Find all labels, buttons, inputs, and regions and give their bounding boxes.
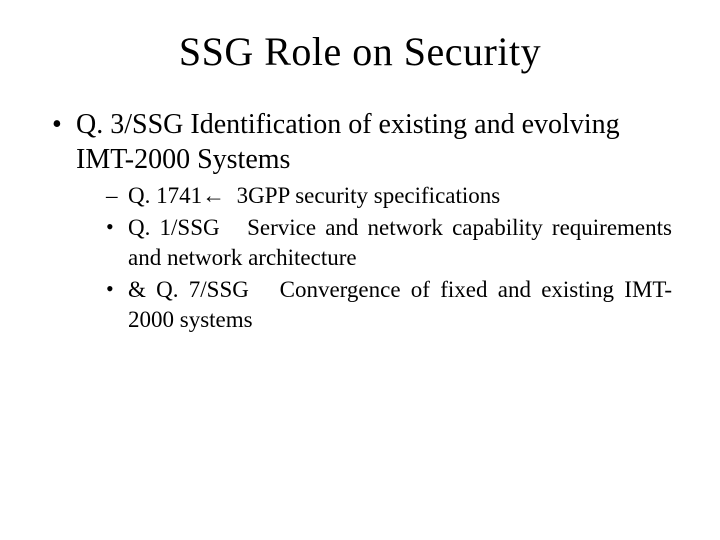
sub-bullet-3: & Q. 7/SSG Convergence of fixed and exis… bbox=[104, 275, 672, 335]
sub-bullet-2: Q. 1/SSG Service and network capability … bbox=[104, 213, 672, 273]
slide: SSG Role on Security Q. 3/SSG Identifica… bbox=[0, 0, 720, 540]
sub-bullet-3-text: & Q. 7/SSG Convergence of fixed and exis… bbox=[128, 277, 672, 332]
bullet-list-level1: Q. 3/SSG Identification of existing and … bbox=[40, 107, 680, 334]
bullet-main-text: Q. 3/SSG Identification of existing and … bbox=[76, 109, 620, 175]
bullet-list-level2: Q. 1741← 3GPP security specifications Q.… bbox=[76, 181, 672, 334]
sub-bullet-2-text: Q. 1/SSG Service and network capability … bbox=[128, 215, 672, 270]
slide-title: SSG Role on Security bbox=[40, 28, 680, 75]
bullet-main: Q. 3/SSG Identification of existing and … bbox=[48, 107, 672, 334]
sub-bullet-1-text: Q. 1741← 3GPP security specifications bbox=[128, 183, 500, 208]
sub-bullet-1: Q. 1741← 3GPP security specifications bbox=[104, 181, 672, 211]
